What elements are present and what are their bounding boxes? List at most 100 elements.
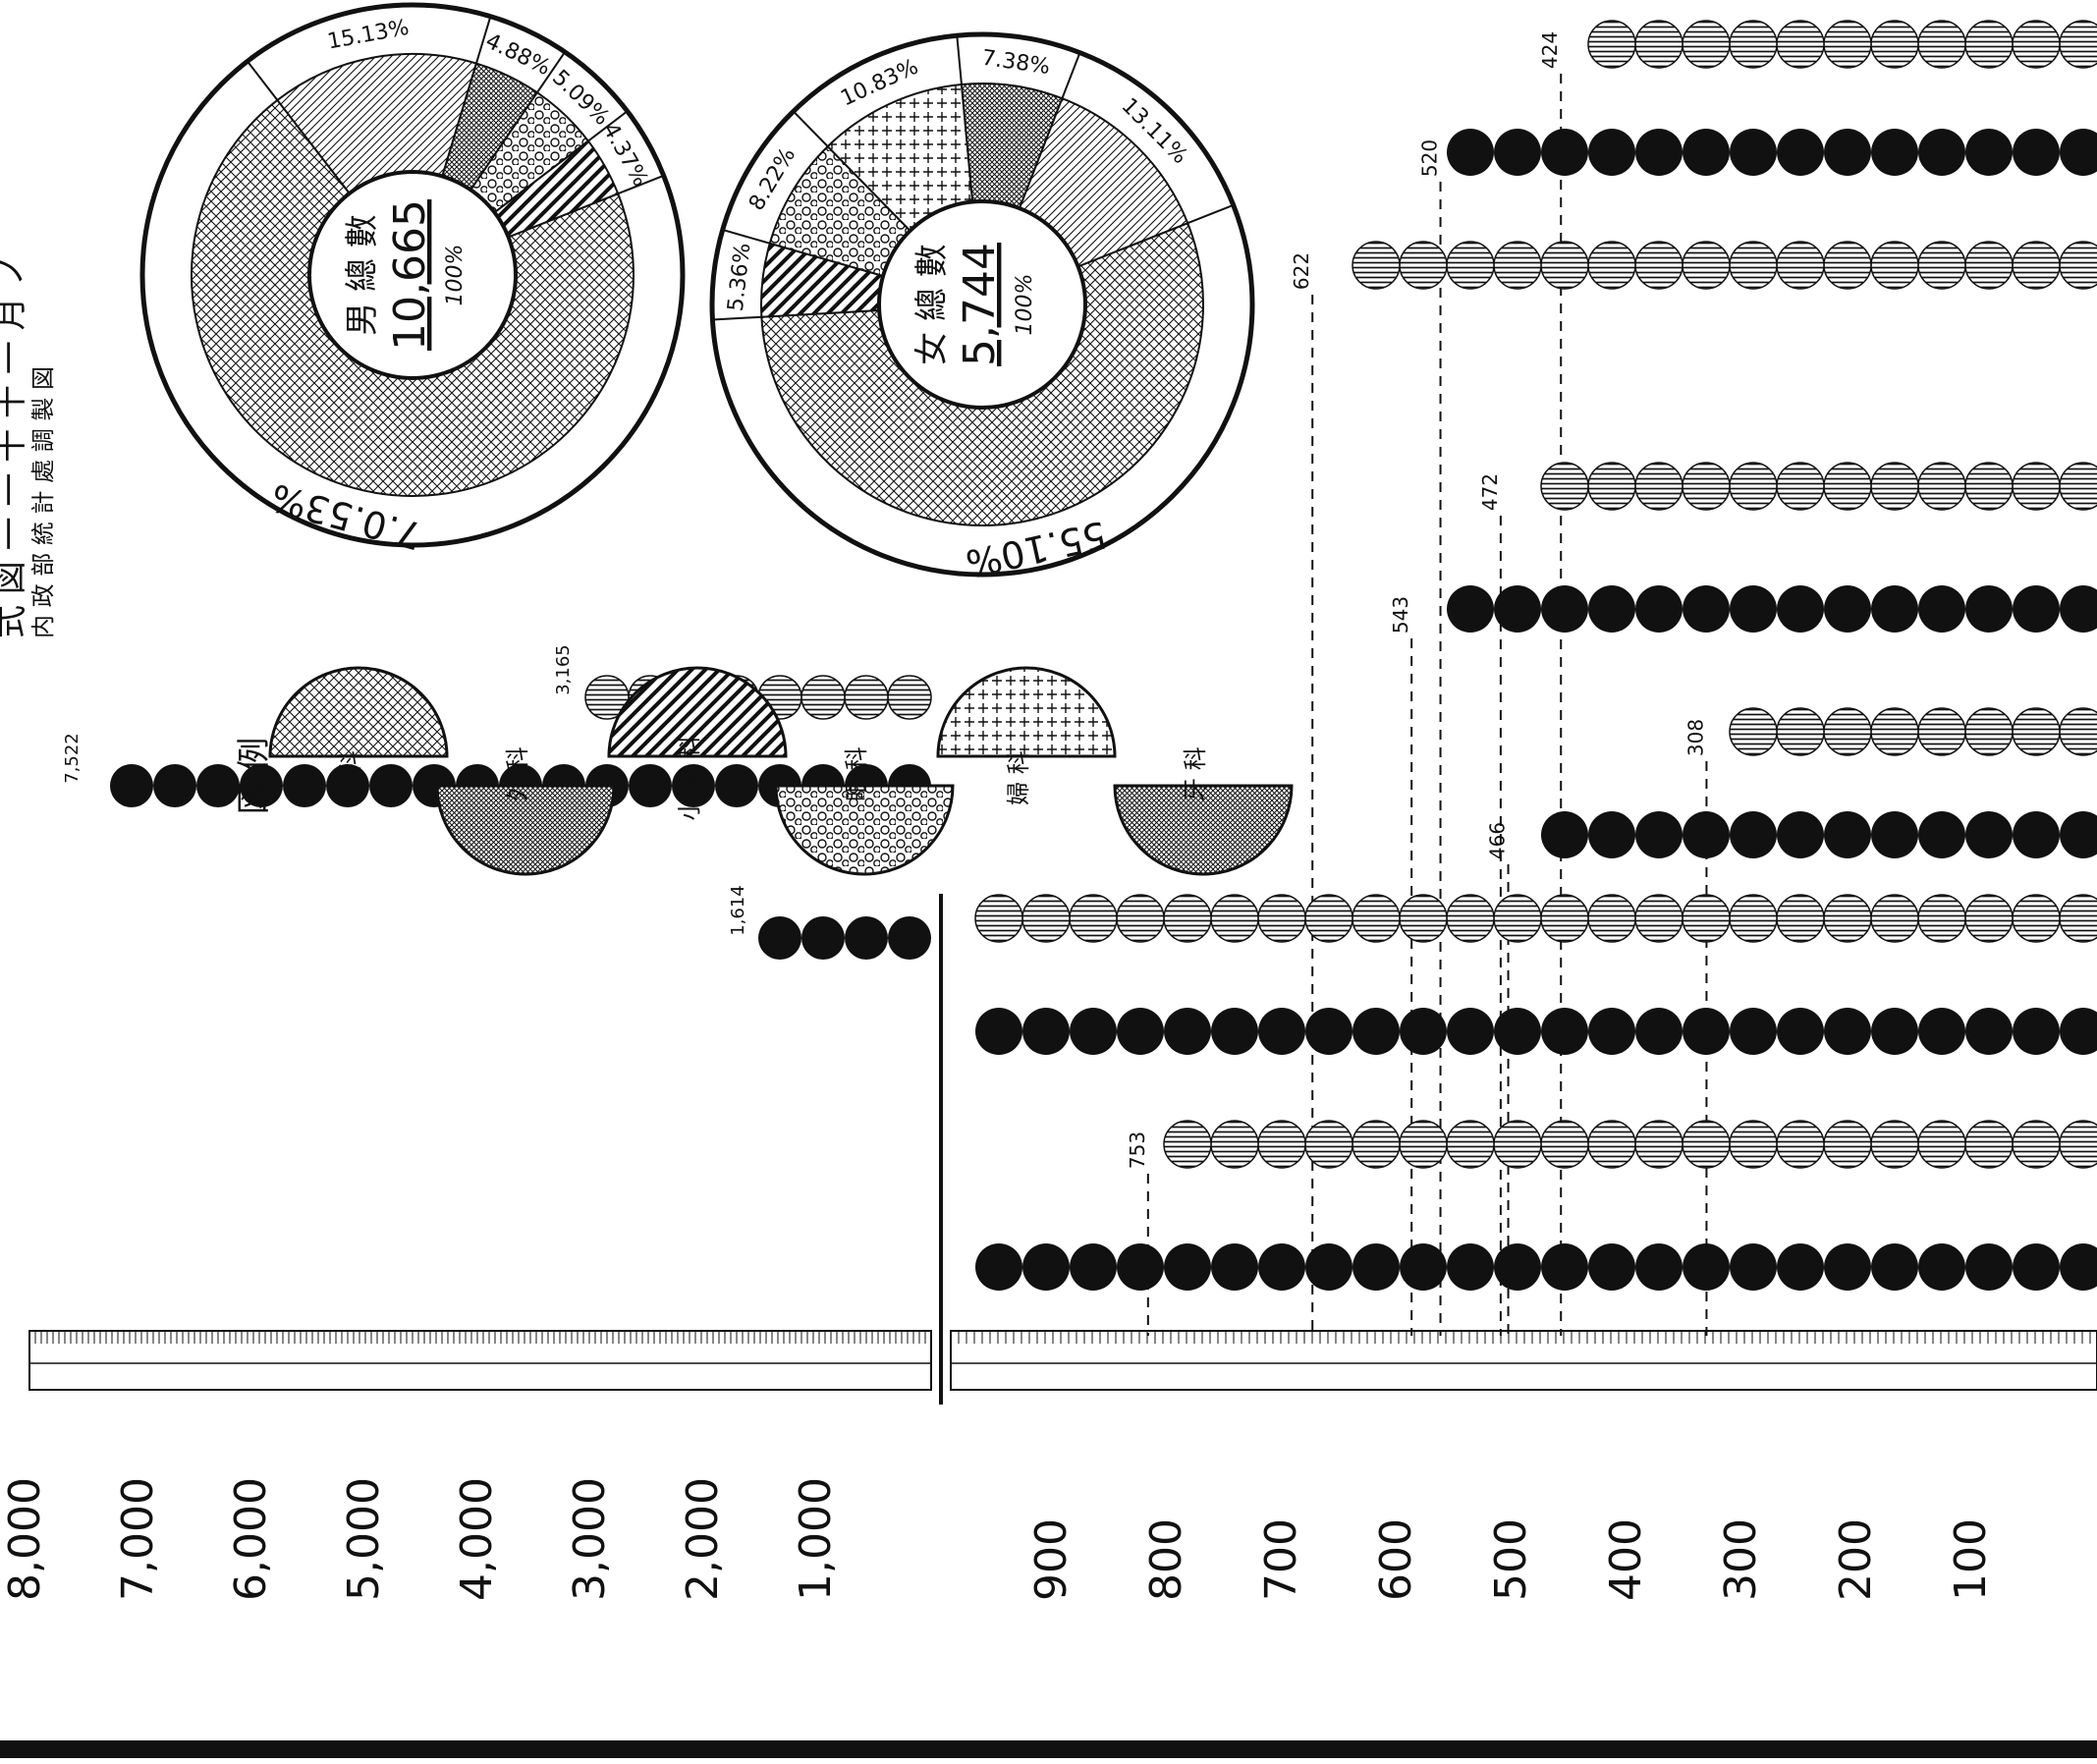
solid-bead (1683, 811, 1730, 858)
striped-bead (1870, 462, 1919, 511)
legend-label: 牙 科 (1182, 746, 1209, 801)
bar-value-label: 466 (1486, 822, 1510, 859)
striped-bead (1587, 894, 1636, 943)
striped-bead (1210, 1120, 1259, 1169)
pie-divider (1061, 52, 1081, 99)
legend-item: 眼 科 (774, 746, 955, 876)
bar-value-label: 3,165 (553, 644, 574, 695)
solid-bead (758, 916, 801, 960)
pie-total-pct: 100% (1013, 274, 1037, 336)
solid-bead (1871, 129, 1918, 176)
striped-bead (1446, 1120, 1495, 1169)
solid-bead (1447, 129, 1494, 176)
striped-bead (1776, 241, 1825, 290)
striped-bead (1587, 20, 1636, 69)
striped-bead (1964, 707, 2014, 756)
striped-bead (1729, 241, 1778, 290)
striped-bead (1257, 894, 1306, 943)
solid-bead (1541, 585, 1588, 633)
solid-bead (1305, 1243, 1352, 1291)
solid-bead (2060, 811, 2097, 858)
bar-large-2: 1,614 (728, 885, 931, 960)
pie-total: 10,665 (385, 199, 435, 351)
legend-item: 外 科 (435, 746, 616, 876)
legend-item: 小 兒 科 (607, 666, 788, 821)
solid-bead (196, 764, 240, 807)
tick-label-large: 8,000 (0, 1477, 50, 1601)
page-bottom-border (0, 1740, 2097, 1758)
solid-bead (1070, 1008, 1117, 1055)
bar-small-6: 466 (1486, 811, 2097, 1336)
bar-small-9: 753 (1126, 1120, 2097, 1336)
solid-bead (1447, 1243, 1494, 1291)
striped-bead (844, 675, 889, 720)
bar-value-label: 308 (1683, 719, 1707, 756)
solid-bead (1494, 1008, 1541, 1055)
solid-bead (1258, 1243, 1305, 1291)
solid-bead (1965, 1243, 2013, 1291)
solid-bead (1777, 1243, 1824, 1291)
solid-bead (1494, 129, 1541, 176)
striped-bead (1634, 462, 1683, 511)
legend-swatch (268, 666, 449, 758)
tick-label-small: 400 (1601, 1518, 1651, 1601)
solid-bead (1635, 1243, 1683, 1291)
page-subtitle: 内 政 部 統 計 處 調 製 図 (29, 366, 57, 638)
tick-label-small: 300 (1716, 1518, 1766, 1601)
solid-bead (1824, 1008, 1871, 1055)
striped-bead (2012, 462, 2061, 511)
pie-divider (956, 35, 963, 85)
tick-label-large: 1,000 (791, 1477, 841, 1601)
solid-bead (1070, 1243, 1117, 1291)
pie-divider (722, 228, 771, 245)
striped-bead (1682, 20, 1731, 69)
striped-bead (1823, 1120, 1872, 1169)
solid-bead (629, 764, 672, 807)
pie-divider (793, 110, 829, 147)
striped-bead (1870, 894, 1919, 943)
solid-bead (1588, 1243, 1635, 1291)
solid-bead (2060, 1008, 2097, 1055)
pie-divider (536, 51, 566, 93)
bar-value-label: 424 (1538, 31, 1562, 69)
solid-bead (1777, 585, 1824, 633)
pie-total-pct: 100% (443, 245, 468, 306)
solid-bead (1022, 1243, 1070, 1291)
striped-bead (1352, 894, 1401, 943)
pie-center-text: 女 總 數 5,744 100% (912, 243, 1037, 366)
tick-label-small: 100 (1946, 1518, 1996, 1601)
solid-bead (1777, 129, 1824, 176)
striped-bead (1493, 894, 1542, 943)
striped-bead (1587, 462, 1636, 511)
bar-value-label: 1,614 (728, 885, 748, 936)
solid-bead (110, 764, 153, 807)
striped-bead (2059, 20, 2097, 69)
solid-bead (1683, 585, 1730, 633)
solid-bead (1541, 811, 1588, 858)
solid-bead (1683, 1243, 1730, 1291)
solid-bead (1871, 1243, 1918, 1291)
solid-bead (1541, 129, 1588, 176)
bar-value-label: 472 (1478, 473, 1502, 511)
solid-bead (1400, 1008, 1447, 1055)
pie-divider (247, 60, 279, 101)
tick-label-small: 700 (1256, 1518, 1306, 1601)
solid-bead (975, 1008, 1022, 1055)
striped-bead (1870, 241, 1919, 290)
solid-bead (1588, 129, 1635, 176)
solid-bead (1871, 585, 1918, 633)
striped-bead (1304, 894, 1353, 943)
striped-bead (1163, 894, 1212, 943)
pie-divider (474, 16, 492, 64)
pie-center-title: 男 總 數 (343, 214, 382, 336)
solid-bead (1635, 811, 1683, 858)
tick-label-large: 4,000 (452, 1477, 502, 1601)
legend-swatch (607, 666, 788, 758)
solid-bead (845, 916, 888, 960)
solid-bead (1164, 1243, 1211, 1291)
tick-label-small: 500 (1486, 1518, 1536, 1601)
value-scale: 8,000 7,000 6,000 5,000 4,000 3,000 2,000 1,000… (0, 894, 2097, 1601)
solid-bead (1965, 1008, 2013, 1055)
striped-bead (1870, 20, 1919, 69)
striped-bead (1729, 894, 1778, 943)
